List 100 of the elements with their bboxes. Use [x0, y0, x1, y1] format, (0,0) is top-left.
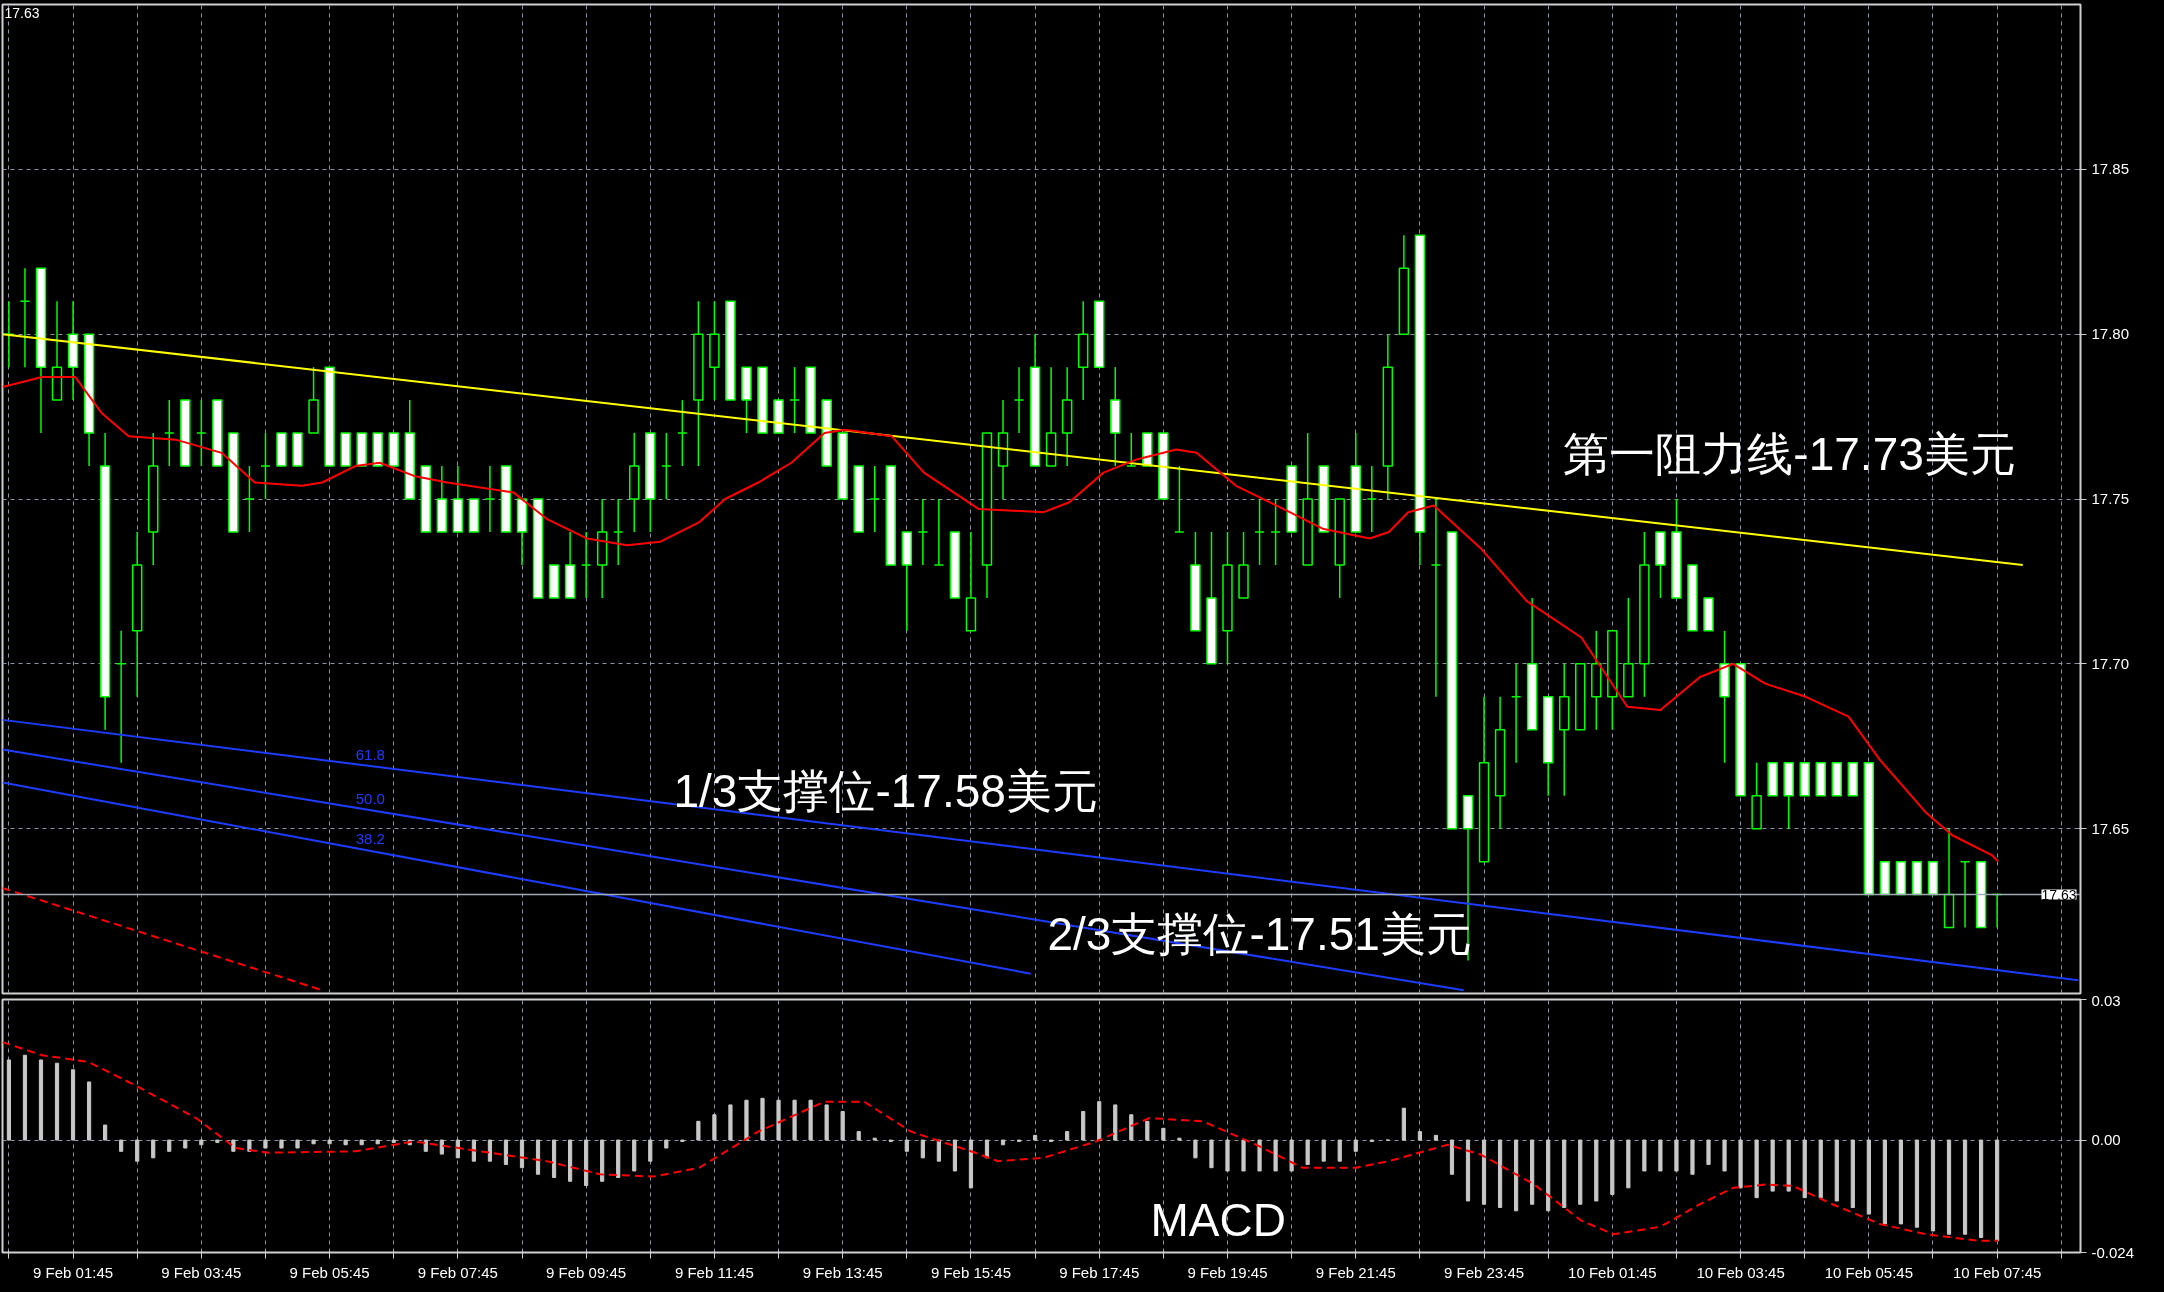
bar — [952, 1139, 958, 1172]
bar — [1610, 1139, 1615, 1195]
bar — [1754, 1139, 1759, 1199]
bar — [1337, 1139, 1342, 1162]
bar — [1658, 1139, 1663, 1172]
bar — [215, 1139, 220, 1143]
bar — [1481, 1139, 1487, 1205]
y-tick-label: 17.65 — [2091, 819, 2130, 837]
bar — [984, 1139, 990, 1159]
bar — [1690, 1139, 1695, 1175]
bar — [1161, 1127, 1166, 1141]
x-tick-label: 10 Feb 03:45 — [1696, 1263, 1785, 1281]
bar — [632, 1139, 637, 1172]
bar — [1145, 1120, 1150, 1141]
x-tick-label: 9 Feb 11:45 — [674, 1263, 754, 1281]
bar — [151, 1139, 156, 1159]
x-tick-label: 9 Feb 17:45 — [1059, 1263, 1140, 1281]
bar — [808, 1099, 813, 1141]
bar — [263, 1139, 268, 1149]
bar — [1065, 1131, 1070, 1141]
series-label: 38.2 — [355, 830, 385, 848]
annotation: 1/3支撑位-17.58美元 — [673, 764, 1098, 817]
bar — [1225, 1139, 1230, 1172]
bar — [1497, 1139, 1503, 1209]
bar — [6, 1059, 12, 1141]
bar — [1032, 1134, 1038, 1141]
x-tick-label: 10 Feb 07:45 — [1952, 1263, 2042, 1281]
bar — [1882, 1139, 1887, 1225]
bar — [103, 1124, 108, 1141]
bar — [551, 1139, 557, 1179]
bar — [616, 1139, 621, 1179]
bar — [1113, 1104, 1118, 1141]
bar — [1706, 1139, 1711, 1165]
annotation: 第一阻力线-17.73美元 — [1563, 428, 2016, 481]
y-tick-label: 17.70 — [2091, 654, 2130, 672]
bar — [1433, 1134, 1439, 1141]
bar — [904, 1139, 909, 1152]
bar — [70, 1069, 76, 1141]
bar — [1898, 1139, 1904, 1225]
bar — [183, 1139, 188, 1149]
y-tick-label: 17.80 — [2091, 325, 2130, 343]
bar — [1257, 1139, 1262, 1172]
bar — [1642, 1139, 1647, 1172]
bar — [54, 1062, 60, 1141]
bar — [423, 1139, 428, 1152]
bar — [1209, 1139, 1214, 1169]
bar — [535, 1139, 541, 1175]
x-tick-label: 9 Feb 15:45 — [930, 1263, 1011, 1281]
x-tick-label: 9 Feb 01:45 — [33, 1263, 114, 1281]
bar — [776, 1099, 781, 1141]
bar — [1353, 1139, 1358, 1152]
bar — [1866, 1139, 1871, 1215]
bar — [295, 1139, 300, 1149]
x-tick-label: 9 Feb 09:45 — [546, 1263, 627, 1281]
bar — [359, 1139, 364, 1146]
x-tick-label: 9 Feb 05:45 — [289, 1263, 370, 1281]
bar — [1738, 1139, 1743, 1189]
bar — [1449, 1139, 1455, 1175]
bar — [1129, 1114, 1134, 1141]
bar — [1850, 1139, 1855, 1209]
bar — [744, 1099, 749, 1141]
bar — [664, 1139, 669, 1149]
bar — [439, 1139, 444, 1155]
bar — [648, 1139, 653, 1162]
bar — [167, 1139, 172, 1152]
bar — [1000, 1139, 1006, 1146]
bar — [375, 1139, 380, 1145]
bar — [1626, 1139, 1631, 1189]
bar — [696, 1120, 701, 1141]
bar — [391, 1139, 396, 1143]
bar — [936, 1139, 941, 1162]
bar — [279, 1139, 284, 1149]
bar — [1946, 1139, 1952, 1235]
bar — [1930, 1139, 1936, 1232]
bar — [1594, 1139, 1599, 1202]
x-tick-label: 10 Feb 01:45 — [1568, 1263, 1657, 1281]
bar — [600, 1139, 605, 1182]
bar — [1097, 1101, 1102, 1141]
y-tick-label: 0.00 — [2091, 1131, 2121, 1149]
series-label: 61.8 — [355, 746, 385, 764]
bar — [1978, 1139, 1984, 1239]
bar — [1834, 1139, 1839, 1202]
bar — [1321, 1139, 1326, 1162]
bar — [38, 1059, 44, 1141]
y-tick-label: -0.024 — [2091, 1243, 2135, 1261]
bar — [231, 1139, 236, 1152]
annotation: 17.63 — [4, 4, 40, 21]
bar — [22, 1054, 28, 1141]
bar — [519, 1139, 525, 1169]
bar — [199, 1139, 204, 1146]
bar — [1786, 1139, 1791, 1192]
bar — [584, 1139, 589, 1186]
bar — [1193, 1139, 1198, 1159]
series-label: 50.0 — [355, 789, 385, 807]
bar — [712, 1114, 717, 1141]
bar — [1417, 1131, 1422, 1141]
bar — [487, 1139, 493, 1162]
bar — [1562, 1139, 1567, 1209]
bar — [1514, 1139, 1519, 1212]
ref-line-label: 17.63 — [2041, 886, 2077, 903]
